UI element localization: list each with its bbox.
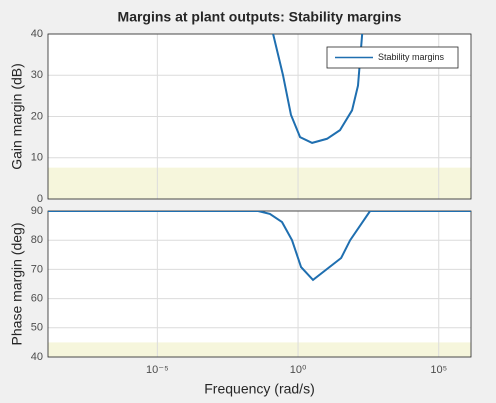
y-tick-label: 70 (31, 263, 43, 275)
y-tick-label: 60 (31, 293, 43, 305)
x-axis-label: Frequency (rad/s) (204, 381, 314, 397)
y-tick-label: 0 (37, 193, 43, 205)
y-tick-label: 40 (31, 28, 43, 40)
y-tick-label: 90 (31, 205, 43, 217)
y-axis-label: Gain margin (dB) (9, 63, 25, 170)
series-line (48, 211, 471, 282)
shaded-region (48, 342, 471, 357)
axes-box (47, 33, 472, 200)
x-tick-label: 10⁰ (290, 364, 307, 376)
plot-area (48, 211, 471, 357)
y-axis-label: Phase margin (deg) (9, 223, 25, 346)
y-tick-label: 80 (31, 234, 43, 246)
x-tick-label: 10⁻⁵ (146, 364, 169, 376)
y-tick-label: 50 (31, 322, 43, 334)
chart-title: Margins at plant outputs: Stability marg… (118, 9, 402, 25)
shaded-region (48, 167, 471, 199)
y-tick-label: 20 (31, 110, 43, 122)
y-tick-label: 30 (31, 69, 43, 81)
series-line (272, 34, 364, 144)
legend-box (326, 46, 459, 69)
x-tick-label: 10⁵ (430, 364, 447, 376)
y-tick-label: 40 (31, 351, 43, 363)
legend-label: Stability margins (378, 52, 445, 62)
y-tick-label: 10 (31, 152, 43, 164)
